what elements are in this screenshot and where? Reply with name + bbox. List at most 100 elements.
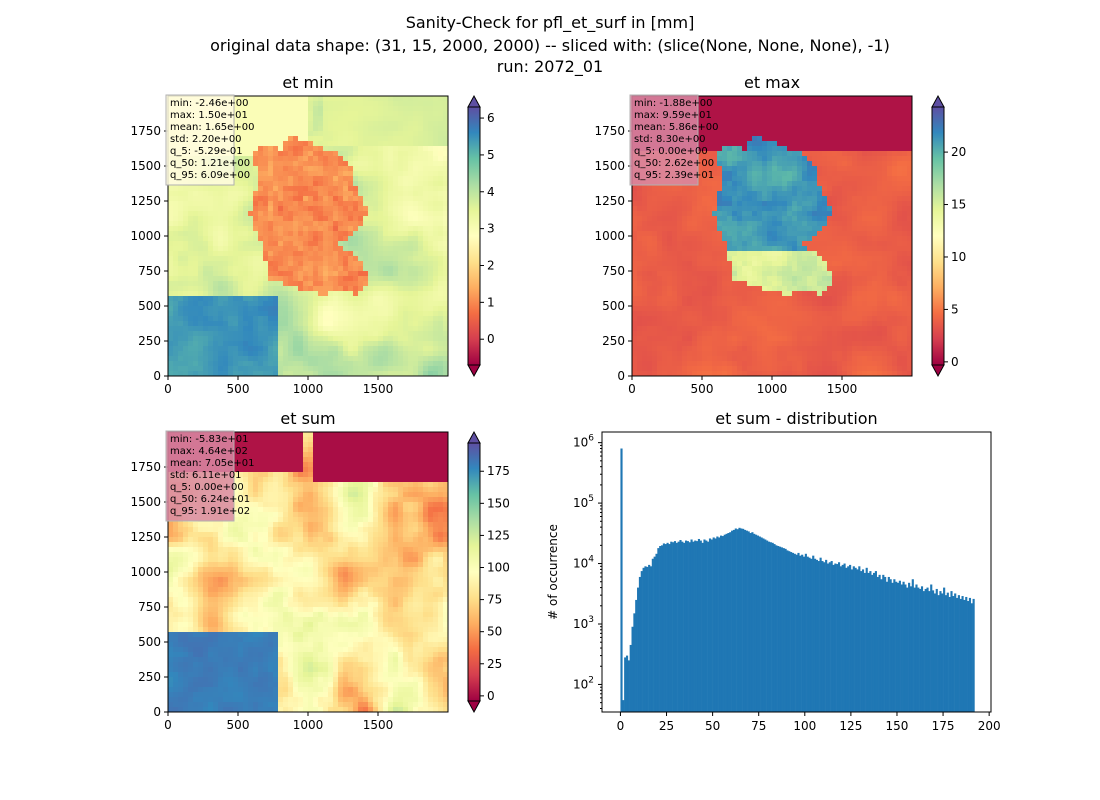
heatmap-cell: [727, 256, 733, 262]
heatmap-cell: [662, 276, 668, 282]
heatmap-cell: [308, 216, 314, 222]
heatmap-cell: [632, 336, 638, 342]
heatmap-cell: [677, 261, 683, 267]
heatmap-cell: [293, 241, 299, 247]
heatmap-cell: [757, 206, 763, 212]
heatmap-cell: [702, 211, 708, 217]
heatmap-cell: [323, 266, 329, 272]
heatmap-cell: [732, 201, 738, 207]
heatmap-cell: [712, 336, 718, 342]
heatmap-cell: [727, 101, 733, 107]
heatmap-cell: [642, 296, 648, 302]
heatmap-cell: [418, 161, 424, 167]
heatmap-cell: [343, 141, 349, 147]
heatmap-cell: [323, 301, 329, 307]
heatmap-cell: [692, 211, 698, 217]
heatmap-cell: [762, 321, 768, 327]
heatmap-cell: [248, 331, 254, 337]
heatmap-cell: [443, 326, 449, 332]
heatmap-cell: [348, 286, 354, 292]
heatmap-cell: [672, 311, 678, 317]
heatmap-cell: [373, 106, 379, 112]
heatmap-cell: [792, 116, 798, 122]
heatmap-cell: [672, 331, 678, 337]
heatmap-cell: [323, 116, 329, 122]
heatmap-cell: [403, 241, 409, 247]
heatmap-cell: [348, 251, 354, 257]
heatmap-cell: [348, 326, 354, 332]
heatmap-cell: [373, 101, 379, 107]
heatmap-cell: [772, 311, 778, 317]
heatmap-cell: [308, 321, 314, 327]
heatmap-cell: [637, 241, 643, 247]
heatmap-cell: [752, 356, 758, 362]
heatmap-cell: [298, 301, 304, 307]
heatmap-cell: [288, 331, 294, 337]
heatmap-cell: [787, 341, 793, 347]
heatmap-cell: [657, 296, 663, 302]
heatmap-cell: [418, 211, 424, 217]
heatmap-cell: [203, 221, 209, 227]
heatmap-cell: [193, 196, 199, 202]
heatmap-cell: [727, 151, 733, 157]
heatmap-cell: [707, 216, 713, 222]
heatmap-cell: [762, 196, 768, 202]
heatmap-cell: [273, 281, 279, 287]
heatmap-cell: [707, 111, 713, 117]
heatmap-cell: [388, 161, 394, 167]
heatmap-cell: [697, 366, 703, 372]
heatmap-cell: [423, 336, 429, 342]
heatmap-cell: [677, 226, 683, 232]
heatmap-cell: [298, 211, 304, 217]
heatmap-cell: [423, 176, 429, 182]
heatmap-cell: [787, 356, 793, 362]
y-tick-label: 500: [138, 299, 161, 313]
heatmap-cell: [328, 291, 334, 297]
heatmap-cell: [667, 336, 673, 342]
heatmap-cell: [243, 151, 249, 157]
heatmap-cell: [358, 111, 364, 117]
heatmap-cell: [303, 361, 309, 367]
heatmap-cell: [737, 216, 743, 222]
heatmap-cell: [233, 121, 239, 127]
heatmap-cell: [727, 221, 733, 227]
heatmap-cell: [248, 296, 254, 302]
heatmap-cell: [767, 226, 773, 232]
heatmap-cell: [408, 236, 414, 242]
heatmap-cell: [263, 356, 269, 362]
heatmap-cell: [168, 241, 174, 247]
heatmap-cell: [373, 321, 379, 327]
heatmap-cell: [702, 96, 708, 102]
heatmap-cell: [398, 136, 404, 142]
heatmap-cell: [173, 231, 179, 237]
heatmap-cell: [213, 206, 219, 212]
heatmap-cell: [343, 136, 349, 142]
heatmap-cell: [702, 161, 708, 167]
heatmap-cell: [353, 201, 359, 207]
heatmap-cell: [637, 231, 643, 237]
heatmap-cell: [343, 176, 349, 182]
heatmap-cell: [777, 246, 783, 252]
heatmap-cell: [652, 326, 658, 332]
heatmap-cell: [213, 271, 219, 277]
heatmap-cell: [408, 271, 414, 277]
heatmap-cell: [672, 201, 678, 207]
heatmap-cell: [213, 286, 219, 292]
heatmap-cell: [388, 331, 394, 337]
heatmap-cell: [343, 291, 349, 297]
heatmap-cell: [782, 106, 788, 112]
heatmap-cell: [393, 131, 399, 137]
heatmap-cell: [213, 216, 219, 222]
heatmap-cell: [298, 196, 304, 202]
heatmap-cell: [233, 256, 239, 262]
heatmap-cell: [697, 151, 703, 157]
heatmap-cell: [298, 371, 304, 377]
heatmap-cell: [398, 216, 404, 222]
heatmap-cell: [767, 346, 773, 352]
heatmap-cell: [343, 106, 349, 112]
heatmap-cell: [328, 191, 334, 197]
heatmap-cell: [433, 151, 439, 157]
heatmap-cell: [188, 306, 194, 312]
heatmap-cell: [303, 241, 309, 247]
heatmap-cell: [363, 231, 369, 237]
